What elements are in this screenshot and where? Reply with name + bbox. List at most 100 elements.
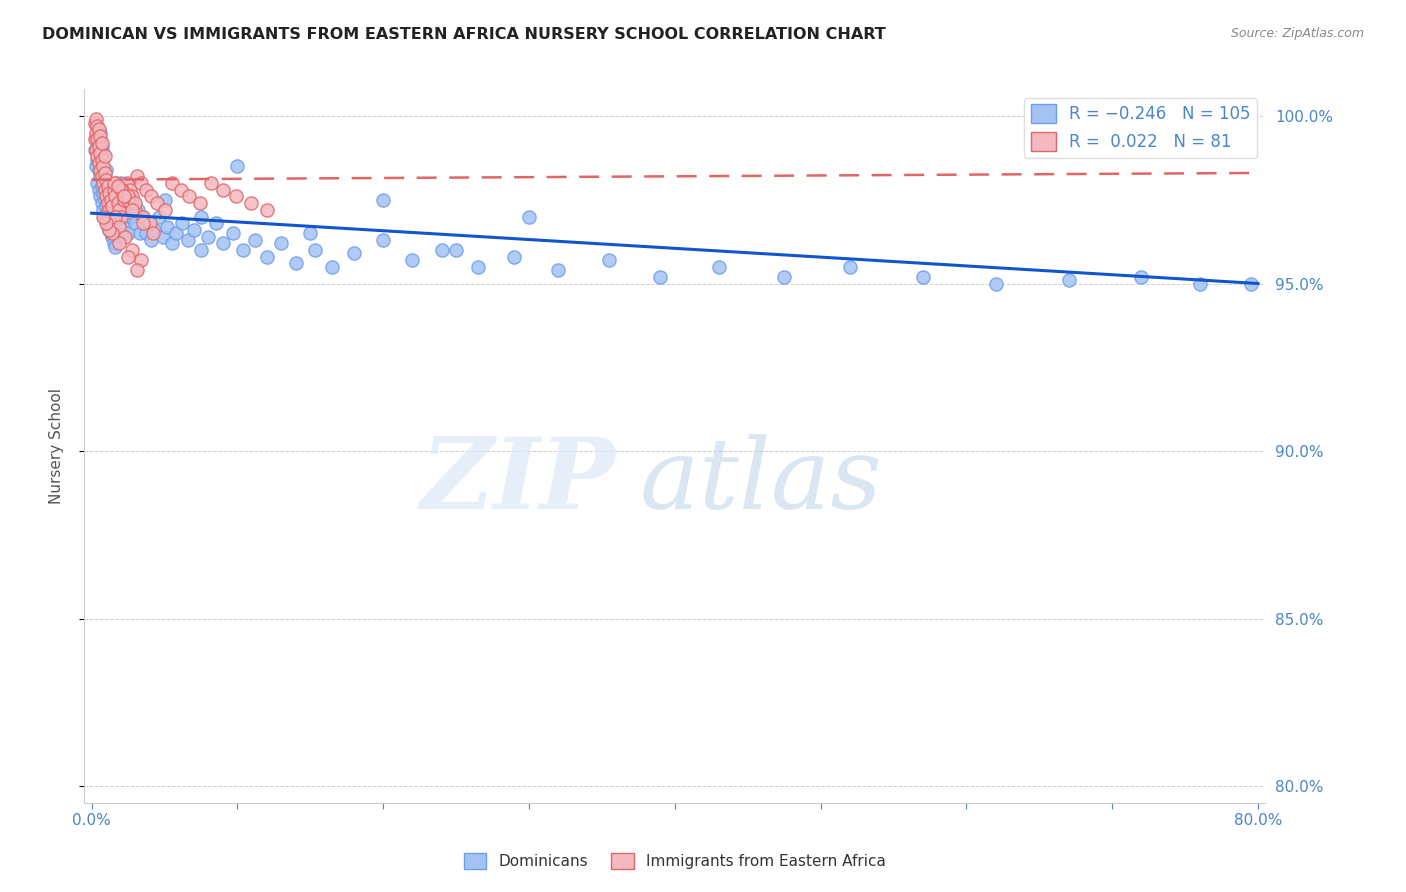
- Point: [121, 189, 143, 203]
- Point: [90, 159, 112, 173]
- Point: [97, 186, 120, 200]
- Text: ZIP: ZIP: [420, 434, 616, 530]
- Point: [105, 193, 128, 207]
- Point: [304, 243, 326, 257]
- Point: [89, 189, 111, 203]
- Point: [89, 169, 111, 184]
- Point: [111, 202, 134, 217]
- Point: [197, 229, 219, 244]
- Point: [83, 132, 105, 146]
- Point: [179, 189, 201, 203]
- Point: [124, 216, 146, 230]
- Point: [190, 243, 212, 257]
- Point: [87, 183, 110, 197]
- Point: [98, 223, 121, 237]
- Point: [86, 129, 108, 144]
- Point: [117, 227, 139, 241]
- Point: [84, 112, 107, 127]
- Point: [90, 153, 112, 167]
- Point: [598, 253, 620, 268]
- Point: [83, 116, 105, 130]
- Point: [115, 202, 138, 217]
- Point: [108, 219, 131, 234]
- Point: [96, 183, 118, 197]
- Point: [110, 210, 132, 224]
- Point: [243, 233, 266, 247]
- Point: [108, 216, 131, 230]
- Point: [105, 176, 128, 190]
- Point: [139, 216, 162, 230]
- Point: [86, 149, 108, 163]
- Point: [104, 210, 127, 224]
- Point: [143, 223, 166, 237]
- Point: [89, 145, 111, 160]
- Point: [108, 236, 131, 251]
- Point: [90, 196, 112, 211]
- Point: [98, 206, 121, 220]
- Point: [131, 216, 153, 230]
- Point: [467, 260, 489, 274]
- Point: [270, 236, 292, 251]
- Point: [222, 227, 245, 241]
- Point: [239, 196, 262, 211]
- Text: atlas: atlas: [640, 434, 882, 529]
- Point: [503, 250, 526, 264]
- Point: [97, 202, 120, 217]
- Point: [107, 210, 129, 224]
- Point: [118, 183, 141, 197]
- Point: [112, 193, 135, 207]
- Point: [226, 159, 249, 173]
- Point: [188, 196, 211, 211]
- Point: [773, 269, 796, 284]
- Point: [200, 176, 222, 190]
- Point: [121, 202, 143, 217]
- Point: [256, 250, 278, 264]
- Point: [160, 176, 183, 190]
- Point: [373, 193, 395, 207]
- Point: [343, 246, 366, 260]
- Point: [160, 236, 183, 251]
- Point: [141, 189, 163, 203]
- Point: [98, 202, 121, 217]
- Point: [83, 143, 105, 157]
- Point: [148, 210, 170, 224]
- Point: [135, 183, 157, 197]
- Point: [911, 269, 934, 284]
- Point: [94, 166, 117, 180]
- Point: [91, 159, 114, 173]
- Point: [101, 229, 124, 244]
- Point: [89, 126, 111, 140]
- Point: [104, 223, 127, 237]
- Point: [170, 216, 193, 230]
- Point: [165, 227, 187, 241]
- Point: [169, 183, 191, 197]
- Point: [90, 169, 112, 184]
- Point: [101, 227, 124, 241]
- Point: [984, 277, 1007, 291]
- Point: [96, 189, 118, 203]
- Point: [111, 183, 134, 197]
- Point: [117, 189, 139, 203]
- Point: [94, 149, 117, 163]
- Point: [108, 202, 131, 217]
- Point: [114, 229, 136, 244]
- Point: [84, 126, 107, 140]
- Point: [87, 162, 110, 177]
- Point: [190, 210, 212, 224]
- Point: [125, 169, 148, 184]
- Point: [120, 210, 142, 224]
- Point: [89, 129, 111, 144]
- Point: [94, 210, 117, 224]
- Point: [86, 132, 108, 146]
- Point: [1240, 277, 1263, 291]
- Point: [299, 227, 322, 241]
- Point: [321, 260, 343, 274]
- Point: [110, 176, 132, 190]
- Point: [141, 233, 163, 247]
- Point: [117, 193, 139, 207]
- Point: [96, 172, 118, 186]
- Point: [87, 139, 110, 153]
- Point: [225, 189, 247, 203]
- Point: [87, 139, 110, 153]
- Point: [284, 256, 307, 270]
